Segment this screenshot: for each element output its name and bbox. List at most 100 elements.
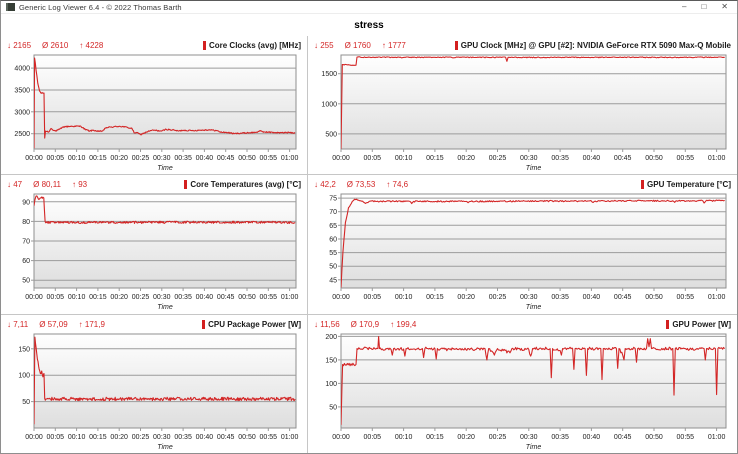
- chart-header: ↓ 255 Ø 1760 ↑ 1777 GPU Clock [MHz] @ GP…: [314, 39, 731, 52]
- line-chart-core-temperatures: 50 60 70 80 90 00:00 00:05 00:10 00:15 00:20 00:25…: [7, 191, 301, 312]
- svg-text:01:00: 01:00: [708, 294, 726, 301]
- legend-color-mark: [202, 319, 206, 329]
- chart-header: ↓ 7,11 Ø 57,09 ↑ 171,9 CPU Package Power…: [7, 318, 301, 331]
- chart-title: Core Clocks (avg) [MHz]: [202, 41, 301, 50]
- chart-stats: ↓ 7,11 Ø 57,09 ↑ 171,9: [7, 320, 105, 329]
- svg-text:65: 65: [329, 223, 337, 230]
- legend-color-mark: [184, 180, 188, 190]
- chart-title: Core Temperatures (avg) [°C]: [184, 180, 301, 190]
- svg-text:00:35: 00:35: [174, 294, 192, 301]
- svg-text:50: 50: [22, 399, 30, 406]
- chart-header: ↓ 2165 Ø 2610 ↑ 4228 Core Clocks (avg) […: [7, 39, 301, 52]
- svg-text:00:55: 00:55: [260, 434, 278, 441]
- svg-text:00:05: 00:05: [47, 294, 65, 301]
- svg-text:00:00: 00:00: [332, 294, 350, 301]
- svg-text:00:55: 00:55: [677, 294, 695, 301]
- maximize-button[interactable]: □: [701, 2, 707, 11]
- svg-text:00:10: 00:10: [68, 155, 86, 162]
- svg-text:00:30: 00:30: [153, 155, 171, 162]
- svg-text:00:15: 00:15: [89, 434, 107, 441]
- minimize-button[interactable]: –: [682, 2, 687, 11]
- svg-text:00:20: 00:20: [110, 155, 128, 162]
- stat-max: ↑ 74,6: [386, 180, 409, 190]
- chart-header: ↓ 47 Ø 80,11 ↑ 93 Core Temperatures (avg…: [7, 178, 301, 191]
- stat-avg: Ø 80,11: [33, 180, 61, 190]
- svg-text:00:50: 00:50: [645, 294, 663, 301]
- stat-min: ↓ 47: [7, 180, 23, 190]
- svg-text:00:20: 00:20: [457, 155, 475, 162]
- svg-text:00:25: 00:25: [489, 294, 507, 301]
- svg-text:00:10: 00:10: [68, 434, 86, 441]
- legend-color-mark: [202, 41, 206, 50]
- svg-text:00:55: 00:55: [260, 294, 278, 301]
- stat-avg: Ø 73,53: [346, 180, 376, 190]
- svg-text:00:35: 00:35: [551, 434, 569, 441]
- svg-text:00:20: 00:20: [457, 294, 475, 301]
- svg-text:00:35: 00:35: [174, 434, 192, 441]
- stat-avg: Ø 57,09: [39, 319, 68, 329]
- svg-text:00:15: 00:15: [89, 294, 107, 301]
- svg-text:75: 75: [329, 196, 337, 203]
- svg-text:01:00: 01:00: [708, 155, 726, 162]
- svg-text:4000: 4000: [14, 66, 30, 73]
- chart-title: GPU Power [W]: [666, 319, 731, 329]
- svg-text:01:00: 01:00: [708, 434, 726, 441]
- svg-text:00:25: 00:25: [489, 434, 507, 441]
- line-chart-gpu-power: 50 100 150 200 00:00 00:05 00:10 00:15 00:20 00:2…: [314, 331, 731, 452]
- svg-text:60: 60: [329, 237, 337, 244]
- title-bar: Generic Log Viewer 6.4 - © 2022 Thomas B…: [1, 1, 737, 14]
- stat-max: ↑ 1777: [381, 41, 406, 50]
- chart-stats: ↓ 42,2 Ø 73,53 ↑ 74,6: [314, 180, 408, 189]
- stat-max: ↑ 4228: [79, 41, 104, 50]
- svg-text:00:50: 00:50: [645, 434, 663, 441]
- chart-title: GPU Clock [MHz] @ GPU [#2]: NVIDIA GeFor…: [454, 41, 731, 50]
- stat-max: ↑ 171,9: [78, 319, 105, 329]
- svg-text:00:45: 00:45: [614, 434, 632, 441]
- svg-text:00:50: 00:50: [645, 155, 663, 162]
- charts-grid: ↓ 2165 Ø 2610 ↑ 4228 Core Clocks (avg) […: [1, 36, 737, 453]
- svg-text:00:40: 00:40: [583, 155, 601, 162]
- svg-text:01:00: 01:00: [281, 294, 299, 301]
- svg-text:00:50: 00:50: [238, 294, 256, 301]
- svg-text:70: 70: [329, 210, 337, 217]
- svg-text:00:00: 00:00: [25, 294, 43, 301]
- svg-text:Time: Time: [526, 304, 542, 311]
- chart-panel-core-temperatures: ↓ 47 Ø 80,11 ↑ 93 Core Temperatures (avg…: [1, 175, 307, 314]
- svg-text:3000: 3000: [14, 109, 30, 116]
- stat-avg: Ø 170,9: [350, 319, 380, 329]
- svg-text:00:55: 00:55: [677, 155, 695, 162]
- svg-text:00:40: 00:40: [583, 434, 601, 441]
- svg-text:00:40: 00:40: [196, 434, 214, 441]
- svg-text:100: 100: [325, 381, 337, 388]
- svg-text:00:35: 00:35: [174, 155, 192, 162]
- chart-stats: ↓ 11,56 Ø 170,9 ↑ 199,4: [314, 320, 416, 329]
- svg-text:Time: Time: [526, 165, 542, 172]
- svg-text:00:25: 00:25: [489, 155, 507, 162]
- svg-text:00:30: 00:30: [153, 294, 171, 301]
- svg-text:00:05: 00:05: [47, 434, 65, 441]
- svg-text:00:40: 00:40: [196, 294, 214, 301]
- svg-text:00:10: 00:10: [68, 294, 86, 301]
- legend-color-mark: [641, 180, 645, 190]
- chart-panel-gpu-clock: ↓ 255 Ø 1760 ↑ 1777 GPU Clock [MHz] @ GP…: [308, 36, 737, 175]
- chart-title: CPU Package Power [W]: [202, 319, 301, 329]
- svg-text:00:45: 00:45: [217, 434, 235, 441]
- chart-header: ↓ 42,2 Ø 73,53 ↑ 74,6 GPU Temperature [°…: [314, 178, 731, 191]
- window-controls: – □ ✕: [682, 2, 732, 12]
- svg-text:55: 55: [329, 250, 337, 257]
- chart-stats: ↓ 2165 Ø 2610 ↑ 4228: [7, 41, 103, 50]
- svg-text:00:15: 00:15: [426, 434, 444, 441]
- svg-text:00:50: 00:50: [238, 434, 256, 441]
- svg-text:00:25: 00:25: [132, 155, 150, 162]
- legend-color-mark: [666, 319, 670, 329]
- svg-text:90: 90: [22, 200, 30, 207]
- svg-text:Time: Time: [157, 444, 173, 451]
- stat-min: ↓ 11,56: [314, 319, 340, 329]
- svg-text:00:10: 00:10: [395, 434, 413, 441]
- line-chart-cpu-package-power: 50 100 150 00:00 00:05 00:10 00:15 00:20 00:25 00…: [7, 331, 301, 452]
- chart-panel-gpu-power: ↓ 11,56 Ø 170,9 ↑ 199,4 GPU Power [W] 50…: [308, 314, 737, 453]
- svg-text:Time: Time: [526, 444, 542, 451]
- stat-min: ↓ 7,11: [7, 319, 29, 329]
- close-button[interactable]: ✕: [721, 2, 728, 11]
